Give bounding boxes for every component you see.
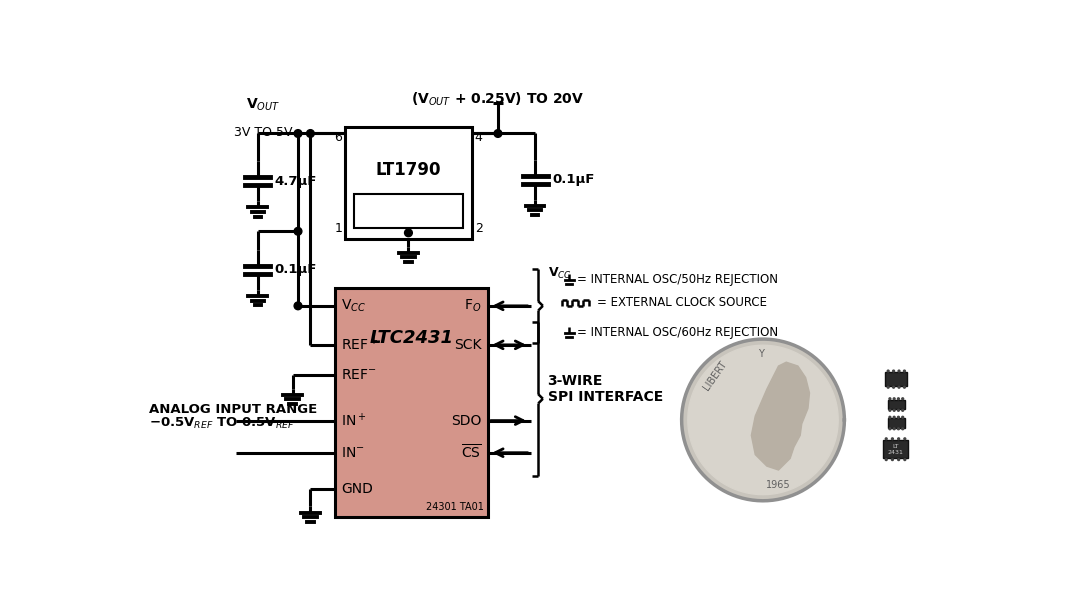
- Circle shape: [894, 416, 895, 418]
- Circle shape: [897, 428, 899, 430]
- Text: LT1790: LT1790: [375, 161, 441, 179]
- Circle shape: [294, 130, 302, 137]
- Text: 3-WIRE: 3-WIRE: [547, 374, 603, 388]
- Circle shape: [885, 438, 887, 440]
- Circle shape: [894, 428, 895, 430]
- Text: 4.7μF: 4.7μF: [275, 175, 317, 188]
- Circle shape: [898, 370, 900, 372]
- Text: $\overline{\mathrm{CS}}$: $\overline{\mathrm{CS}}$: [461, 444, 481, 462]
- Circle shape: [894, 409, 895, 411]
- Polygon shape: [682, 339, 844, 501]
- Circle shape: [892, 438, 894, 440]
- Text: SPI INTERFACE: SPI INTERFACE: [547, 390, 663, 403]
- Text: LIBERT: LIBERT: [701, 359, 728, 392]
- Text: REF$^+$: REF$^+$: [342, 336, 379, 354]
- Text: (V$_{OUT}$ + 0.25V) TO 20V: (V$_{OUT}$ + 0.25V) TO 20V: [411, 91, 584, 108]
- Circle shape: [889, 416, 890, 418]
- Text: 3V TO 5V: 3V TO 5V: [234, 126, 292, 139]
- Circle shape: [894, 398, 895, 400]
- Bar: [354, 195, 463, 228]
- Bar: [885, 372, 907, 386]
- Circle shape: [405, 229, 412, 237]
- Circle shape: [901, 416, 903, 418]
- Text: 0.1μF: 0.1μF: [275, 263, 317, 276]
- Circle shape: [901, 428, 903, 430]
- Circle shape: [294, 302, 302, 310]
- Circle shape: [294, 228, 302, 235]
- Text: IN$^{-}$: IN$^{-}$: [342, 446, 365, 460]
- Circle shape: [897, 416, 899, 418]
- Text: F$_O$: F$_O$: [464, 297, 481, 314]
- Text: 0.1μF: 0.1μF: [552, 173, 595, 186]
- Text: 2: 2: [475, 222, 483, 235]
- Text: GND: GND: [342, 482, 373, 496]
- Circle shape: [889, 409, 890, 411]
- Circle shape: [897, 398, 899, 400]
- Text: −0.5V$_{REF}$ TO 0.5V$_{REF}$: −0.5V$_{REF}$ TO 0.5V$_{REF}$: [149, 416, 295, 431]
- Circle shape: [898, 438, 899, 440]
- Circle shape: [903, 370, 906, 372]
- Circle shape: [494, 130, 502, 137]
- Circle shape: [893, 370, 895, 372]
- Circle shape: [898, 458, 899, 460]
- Text: ANALOG INPUT RANGE: ANALOG INPUT RANGE: [149, 403, 317, 416]
- Circle shape: [892, 458, 894, 460]
- Bar: [887, 400, 905, 409]
- Bar: [887, 419, 905, 428]
- Circle shape: [897, 409, 899, 411]
- Text: 4: 4: [475, 131, 483, 144]
- Text: V$_{OUT}$: V$_{OUT}$: [246, 97, 280, 113]
- Circle shape: [901, 398, 903, 400]
- Text: 24301 TA01: 24301 TA01: [426, 502, 484, 512]
- Text: SCK: SCK: [454, 338, 481, 352]
- Bar: [335, 288, 488, 517]
- Circle shape: [898, 386, 900, 388]
- Circle shape: [901, 409, 903, 411]
- Text: 1: 1: [334, 222, 342, 235]
- Text: LTC2431: LTC2431: [370, 329, 453, 347]
- Circle shape: [893, 386, 895, 388]
- Text: REF$^{-}$: REF$^{-}$: [342, 368, 377, 382]
- Circle shape: [887, 370, 889, 372]
- Text: = INTERNAL OSC/60Hz REJECTION: = INTERNAL OSC/60Hz REJECTION: [577, 326, 778, 339]
- Bar: [344, 127, 473, 239]
- Text: 1965: 1965: [766, 480, 791, 490]
- Polygon shape: [751, 362, 809, 470]
- Polygon shape: [688, 345, 839, 494]
- Text: = EXTERNAL CLOCK SOURCE: = EXTERNAL CLOCK SOURCE: [597, 296, 767, 309]
- Text: V$_{CC}$: V$_{CC}$: [547, 266, 571, 281]
- Circle shape: [887, 386, 889, 388]
- Circle shape: [889, 398, 890, 400]
- Text: Y: Y: [757, 349, 764, 359]
- Circle shape: [885, 458, 887, 460]
- Text: = INTERNAL OSC/50Hz REJECTION: = INTERNAL OSC/50Hz REJECTION: [577, 273, 778, 286]
- Text: 6: 6: [334, 131, 342, 144]
- Circle shape: [903, 438, 906, 440]
- Text: V$_{CC}$: V$_{CC}$: [342, 297, 367, 314]
- Circle shape: [889, 428, 890, 430]
- Text: SDO: SDO: [451, 414, 481, 428]
- Text: IN$^+$: IN$^+$: [342, 412, 367, 429]
- Circle shape: [306, 130, 314, 137]
- Bar: [883, 440, 908, 458]
- Circle shape: [903, 386, 906, 388]
- Circle shape: [903, 458, 906, 460]
- Text: LT
2431: LT 2431: [887, 444, 903, 455]
